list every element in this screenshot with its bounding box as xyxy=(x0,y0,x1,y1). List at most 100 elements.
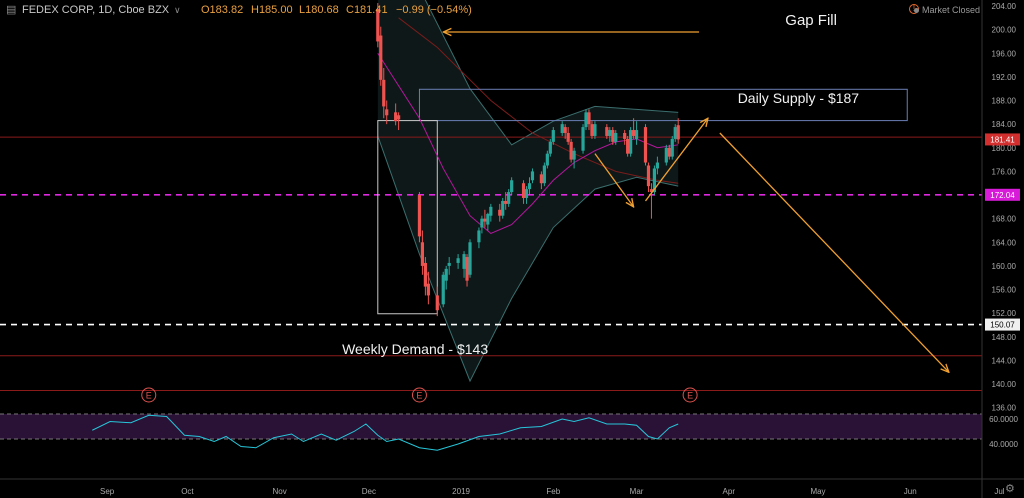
candle-body xyxy=(524,189,529,198)
price-tick-label: 192.00 xyxy=(992,73,1017,82)
candle-body xyxy=(646,165,651,187)
settings-gear-icon[interactable]: ⚙ xyxy=(1005,483,1015,495)
last-price-tag-bg xyxy=(985,133,1020,146)
candle-body xyxy=(521,183,526,198)
earnings-label: E xyxy=(416,391,422,401)
price-tick-label: 200.00 xyxy=(992,26,1017,35)
candle-body xyxy=(587,112,591,125)
level-tag-172-bg xyxy=(985,188,1020,201)
price-tick-label: 204.00 xyxy=(992,2,1017,11)
candle-body xyxy=(664,147,668,163)
candle-body xyxy=(420,242,425,266)
market-status-label: Market Closed xyxy=(921,5,980,15)
candle-body xyxy=(634,130,639,139)
price-tick-label: 168.00 xyxy=(992,215,1017,224)
candle-body xyxy=(670,138,674,157)
price-tick-label: 180.00 xyxy=(992,144,1017,153)
price-tick-label: 144.00 xyxy=(992,356,1017,365)
time-tick-label: Feb xyxy=(546,487,560,496)
candle-body xyxy=(581,127,585,151)
candle-body xyxy=(394,112,398,122)
symbol-menu-icon[interactable]: ▤ xyxy=(6,4,17,16)
chart-header: ▤ FEDEX CORP, 1D, Cboe BZX ∨ O183.82 H18… xyxy=(0,0,1024,20)
price-tick-label: 140.00 xyxy=(992,380,1017,389)
annotation-daily-supply: Daily Supply - $187 xyxy=(738,90,860,106)
candle-body xyxy=(385,109,389,116)
ohlc-open: O183.82 xyxy=(201,4,244,16)
earnings-circle xyxy=(411,387,427,403)
earnings-circle xyxy=(141,387,157,403)
candle-body xyxy=(447,262,451,266)
price-tick-label: 176.00 xyxy=(992,167,1017,176)
candle-body xyxy=(569,141,573,160)
candle-body xyxy=(673,127,677,139)
candle-body xyxy=(456,258,460,263)
candle-body xyxy=(477,230,481,243)
candle-body xyxy=(444,268,448,281)
price-tick-label: 188.00 xyxy=(992,97,1017,106)
candle-body xyxy=(542,165,546,184)
candle-body xyxy=(652,168,657,193)
candle-body xyxy=(435,295,439,311)
price-tick-label: 196.00 xyxy=(992,49,1017,58)
level-tag-150-bg xyxy=(985,318,1020,331)
rsi-line xyxy=(92,414,679,451)
candle-body xyxy=(504,200,508,204)
candle-body xyxy=(611,130,615,142)
ohlc-high: H185.00 xyxy=(251,4,293,16)
time-tick-label: Nov xyxy=(273,487,287,496)
time-tick-label: Mar xyxy=(630,487,644,496)
time-tick-label: May xyxy=(810,487,825,496)
earnings-label: E xyxy=(687,391,693,401)
candle-body xyxy=(566,133,570,142)
chevron-down-icon[interactable]: ∨ xyxy=(174,5,181,15)
candle-body xyxy=(417,195,422,237)
candle-body xyxy=(605,127,609,136)
candle-body xyxy=(465,257,469,281)
time-tick-label: Oct xyxy=(181,487,194,496)
last-price-tag: 181.41 xyxy=(990,135,1015,144)
earnings-marker: E xyxy=(682,387,698,403)
annotation-arrow xyxy=(644,118,707,202)
time-tick-label: Dec xyxy=(362,487,376,496)
candle-body xyxy=(631,130,636,136)
time-tick-label: Jul xyxy=(994,487,1004,496)
candle-body xyxy=(584,112,588,128)
candle-body xyxy=(649,189,654,193)
candle-body xyxy=(623,133,627,139)
candle-body xyxy=(480,218,484,228)
candle-body xyxy=(655,162,659,169)
candle-body xyxy=(397,115,401,120)
candle-body xyxy=(551,130,555,142)
price-tick-label: 136.00 xyxy=(992,404,1017,413)
candle-body xyxy=(510,180,514,193)
candle-body xyxy=(376,8,380,42)
time-tick-label: Apr xyxy=(723,487,736,496)
candle-body xyxy=(572,150,576,160)
candle-body xyxy=(608,130,612,136)
candle-body xyxy=(590,124,594,136)
annotation-arrow xyxy=(719,132,949,372)
candle-body xyxy=(462,254,466,269)
supply-zone-box xyxy=(418,88,908,122)
candle-body xyxy=(507,192,511,204)
candle-body xyxy=(527,183,532,190)
candle-body xyxy=(468,242,472,275)
candle-body xyxy=(629,130,633,154)
ohlc-close: C181.41 xyxy=(346,4,388,16)
time-tick-label: 2019 xyxy=(452,487,470,496)
candle-body xyxy=(593,124,597,136)
candle-body xyxy=(426,283,430,296)
candle-body xyxy=(489,206,493,216)
candle-body xyxy=(423,262,427,287)
symbol-title[interactable]: FEDEX CORP, 1D, Cboe BZX xyxy=(22,4,170,16)
candle-body xyxy=(501,200,505,216)
candle-body xyxy=(483,218,487,222)
earnings-marker: E xyxy=(141,387,157,403)
price-tick-label: 164.00 xyxy=(992,238,1017,247)
ohlc-change: −0.99 (−0.54%) xyxy=(396,4,472,16)
price-tick-label: 148.00 xyxy=(992,333,1017,342)
annotation-arrow xyxy=(594,153,634,207)
earnings-circle xyxy=(682,387,698,403)
